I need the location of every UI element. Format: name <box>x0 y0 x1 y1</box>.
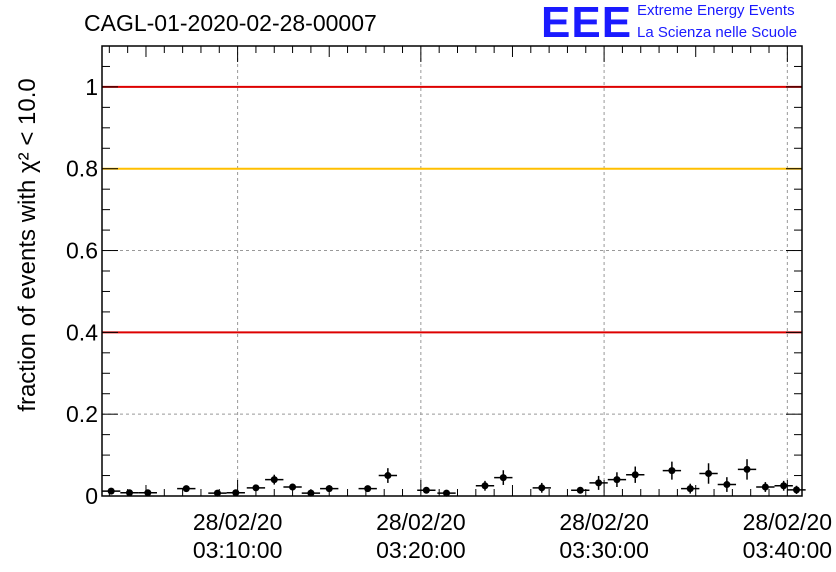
data-point <box>289 483 297 491</box>
data-point <box>613 476 621 484</box>
data-point <box>595 479 603 487</box>
data-point <box>252 484 260 492</box>
data-point <box>481 482 489 490</box>
data-point <box>686 485 694 493</box>
y-tick-label: 0.6 <box>66 238 98 264</box>
chart-title: CAGL-01-2020-02-28-00007 <box>84 10 377 36</box>
x-tick-label-time: 03:40:00 <box>743 537 833 563</box>
data-point <box>761 483 769 491</box>
data-point <box>270 476 278 484</box>
y-tick-label: 0.8 <box>66 156 98 182</box>
x-tick-label-date: 28/02/20 <box>743 509 833 535</box>
data-point <box>144 489 152 497</box>
data-point <box>499 474 507 482</box>
data-point <box>668 467 676 475</box>
y-tick-label: 1 <box>85 74 98 100</box>
data-point <box>307 489 315 497</box>
x-tick-label-date: 28/02/20 <box>559 509 649 535</box>
data-point <box>443 489 451 497</box>
x-tick-label-time: 03:30:00 <box>559 537 649 563</box>
logo-line-2: La Scienza nelle Scuole <box>637 24 798 41</box>
plot-frame <box>101 45 803 497</box>
y-tick-label: 0.4 <box>66 319 98 345</box>
data-point <box>364 485 372 493</box>
data-point <box>213 489 221 497</box>
x-tick-label-time: 03:10:00 <box>193 537 283 563</box>
logo-line-1: Extreme Energy Events <box>637 2 795 19</box>
data-point <box>793 486 801 494</box>
data-point <box>325 485 333 493</box>
data-point <box>780 482 788 490</box>
y-tick-label: 0.2 <box>66 401 98 427</box>
data-point <box>723 481 731 489</box>
x-tick-label-date: 28/02/20 <box>193 509 283 535</box>
data-point <box>576 486 584 494</box>
data-point <box>107 487 115 495</box>
y-tick-label: 0 <box>85 483 98 509</box>
x-tick-label-time: 03:20:00 <box>376 537 466 563</box>
data-point <box>182 485 190 493</box>
data-point <box>384 472 392 480</box>
data-point <box>422 486 430 494</box>
data-point <box>631 471 639 479</box>
data-point <box>232 489 240 497</box>
data-point <box>538 484 546 492</box>
x-tick-label-date: 28/02/20 <box>376 509 466 535</box>
eee-logo-icon: EEE <box>541 0 633 47</box>
data-point <box>705 470 713 477</box>
data-point <box>743 465 751 473</box>
data-point <box>125 489 133 497</box>
